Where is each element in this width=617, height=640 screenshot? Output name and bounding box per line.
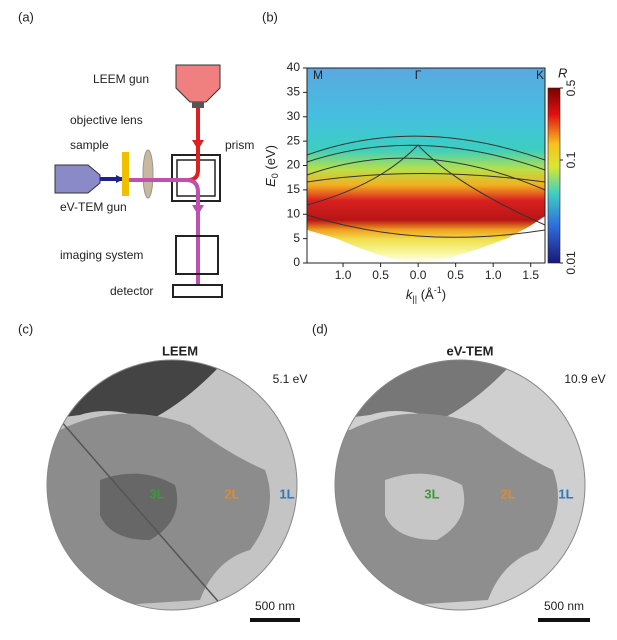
x-tick-label: 0.0	[410, 268, 427, 282]
panel-label: (b)	[262, 9, 278, 24]
no-data	[307, 216, 545, 263]
scale-bar-label: 500 nm	[255, 599, 295, 613]
panel-title: eV-TEM	[447, 343, 494, 358]
x-axis-title: k|| (Å-1)	[406, 285, 446, 304]
y-tick-label: 15	[287, 182, 301, 196]
label: imaging system	[60, 248, 143, 262]
label: eV-TEM gun	[60, 200, 127, 214]
energy: 5.1 eV	[273, 372, 308, 386]
panel-label: (d)	[312, 321, 328, 336]
layer-label: 3L	[149, 486, 164, 501]
panel-label: (a)	[18, 9, 34, 24]
annotation: K	[536, 68, 544, 82]
label: prism	[225, 138, 254, 152]
x-tick-label: 1.0	[485, 268, 502, 282]
colorbar-title: R	[558, 65, 567, 80]
layer-label: 2L	[224, 486, 239, 501]
objective-lens	[142, 149, 154, 199]
label: detector	[110, 284, 153, 298]
colorbar-tick-label: 0.01	[564, 251, 578, 275]
x-tick-label: 1.0	[335, 268, 352, 282]
panel-title: LEEM	[162, 343, 198, 358]
y-tick-label: 5	[293, 231, 300, 245]
colorbar	[547, 87, 561, 264]
y-tick-label: 40	[287, 60, 301, 74]
leem-image	[47, 360, 297, 610]
label: sample	[70, 138, 109, 152]
layer-label: 2L	[500, 486, 515, 501]
scale-bar	[250, 618, 300, 622]
x-tick-label: 1.5	[522, 268, 539, 282]
y-tick-label: 20	[287, 158, 301, 172]
image-border	[46, 359, 298, 611]
y-tick-label: 30	[287, 109, 301, 123]
label: LEEM gun	[93, 72, 149, 86]
label: objective lens	[70, 113, 143, 127]
y-axis-title: E0 (eV)	[263, 145, 280, 187]
energy: 10.9 eV	[564, 372, 605, 386]
annotation: M	[313, 68, 323, 82]
imaging-system	[175, 235, 219, 275]
ev-tem-gun	[54, 164, 101, 194]
ev-tem-image	[335, 360, 585, 610]
heatmap	[307, 68, 545, 263]
sample	[122, 152, 129, 196]
gun-tip	[192, 102, 204, 108]
detector	[172, 284, 223, 298]
band-curves	[306, 135, 546, 238]
scale-bar	[538, 618, 590, 622]
colorbar-tick-label: 0.5	[564, 79, 578, 96]
arrow	[116, 175, 124, 183]
panel-label: (c)	[18, 321, 33, 336]
leem-gun	[175, 64, 221, 103]
layer-label: 1L	[558, 486, 573, 501]
magenta-beam	[129, 178, 200, 285]
arrow	[192, 205, 204, 215]
arrow	[192, 140, 204, 150]
y-tick-label: 10	[287, 206, 301, 220]
layer-label: 1L	[279, 486, 294, 501]
x-tick-label: 0.5	[372, 268, 389, 282]
y-tick-label: 35	[287, 85, 301, 99]
image-border	[334, 359, 586, 611]
layer-label: 3L	[424, 486, 439, 501]
y-tick-label: 0	[293, 255, 300, 269]
scale-bar-label: 500 nm	[544, 599, 584, 613]
annotation: Γ	[415, 68, 422, 82]
y-tick-label: 25	[287, 133, 301, 147]
colorbar-tick-label: 0.1	[564, 151, 578, 168]
x-tick-label: 0.5	[447, 268, 464, 282]
